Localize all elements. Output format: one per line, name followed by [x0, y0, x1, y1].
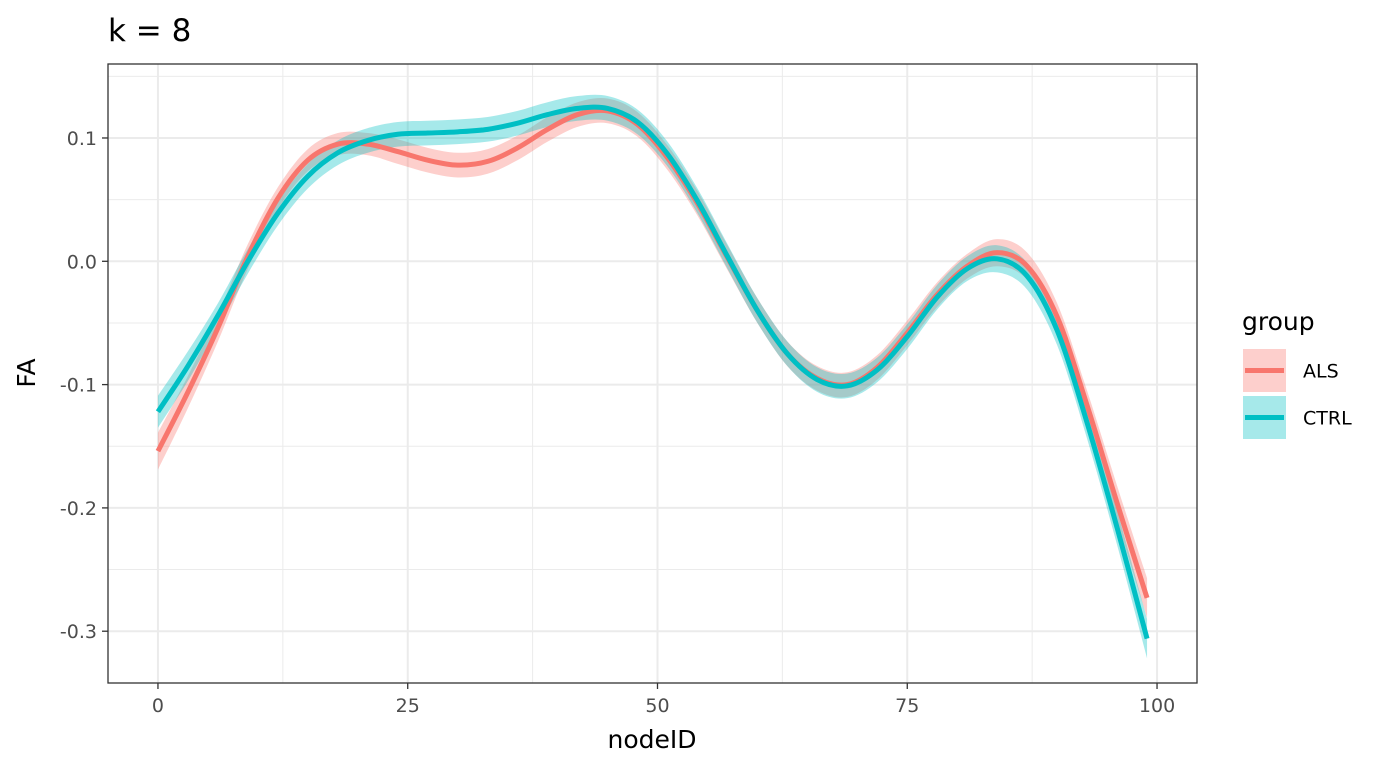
- legend: group ALS CTRL: [1242, 307, 1352, 439]
- legend-label-ctrl: CTRL: [1303, 408, 1352, 430]
- y-tick-label: -0.3: [60, 621, 97, 643]
- plot-panel: [107, 63, 1198, 684]
- chart-title: k = 8: [108, 13, 191, 49]
- y-tick-label: -0.1: [60, 375, 97, 397]
- x-tick-label: 100: [1139, 695, 1175, 717]
- x-tick-label: 0: [152, 695, 164, 717]
- x-tick-label: 50: [645, 695, 669, 717]
- line-ctrl: [155, 104, 1150, 640]
- y-tick-label: 0.1: [67, 128, 97, 150]
- series-lines: [155, 104, 1150, 640]
- plot-border: [107, 63, 1198, 684]
- x-axis-ticks: 0 25 50 75 100: [152, 683, 1175, 717]
- y-axis-ticks: -0.3 -0.2 -0.1 0.0 0.1: [60, 128, 108, 643]
- major-gridlines: [108, 64, 1197, 683]
- x-tick-label: 75: [895, 695, 919, 717]
- y-tick-label: -0.2: [60, 498, 97, 520]
- minor-gridlines: [108, 64, 1197, 683]
- legend-item-als: ALS: [1243, 349, 1339, 392]
- legend-title: group: [1242, 307, 1315, 336]
- legend-item-ctrl: CTRL: [1243, 396, 1352, 439]
- x-tick-label: 25: [396, 695, 420, 717]
- y-axis-title: FA: [12, 358, 41, 387]
- plot-background: [108, 64, 1197, 683]
- legend-label-als: ALS: [1303, 361, 1339, 383]
- x-axis-title: nodeID: [607, 725, 696, 754]
- y-tick-label: 0.0: [67, 251, 97, 273]
